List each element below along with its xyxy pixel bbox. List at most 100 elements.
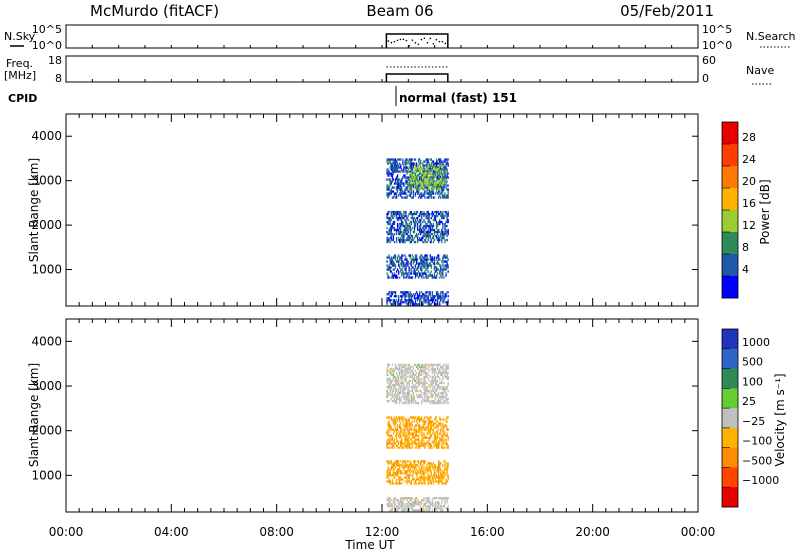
heatmap-cell xyxy=(432,196,435,199)
heatmap-cell xyxy=(393,166,396,169)
heatmap-cell xyxy=(393,393,396,397)
heatmap-cell xyxy=(402,497,404,500)
heatmap-cell xyxy=(434,442,437,445)
heatmap-cell xyxy=(390,214,392,218)
heatmap-cell xyxy=(388,430,390,433)
heatmap-cell xyxy=(441,192,443,195)
heatmap-cell xyxy=(387,377,389,381)
nsearch-point xyxy=(411,39,414,41)
heatmap-cell xyxy=(444,184,446,187)
heatmap-cell xyxy=(399,238,401,242)
heatmap-cell xyxy=(430,383,432,387)
heatmap-cell xyxy=(406,422,408,425)
heatmap-cell xyxy=(406,232,408,236)
heatmap-cell xyxy=(439,276,441,279)
heatmap-cell xyxy=(418,158,420,161)
heatmap-cell xyxy=(425,171,427,174)
heatmap-cell xyxy=(386,371,388,375)
heatmap-cell xyxy=(432,258,435,261)
heatmap-cell xyxy=(398,224,400,228)
heatmap-cell xyxy=(405,497,407,500)
heatmap-cell xyxy=(431,190,434,193)
heatmap-cell xyxy=(398,232,400,236)
heatmap-cell xyxy=(394,426,397,429)
heatmap-cell xyxy=(391,363,394,367)
heatmap-cell xyxy=(419,389,421,393)
heatmap-cell xyxy=(392,468,395,471)
heatmap-cell xyxy=(444,446,446,449)
heatmap-cell xyxy=(441,220,443,224)
heatmap-cell xyxy=(422,177,424,180)
heatmap-cell xyxy=(418,444,420,447)
heatmap-cell xyxy=(415,303,418,306)
heatmap-cell xyxy=(427,266,429,269)
heatmap-cell xyxy=(410,474,412,477)
heatmap-cell xyxy=(388,238,390,242)
heatmap-cell xyxy=(446,176,448,179)
heatmap-cell xyxy=(421,178,423,181)
heatmap-cell xyxy=(395,509,398,512)
heatmap-cell xyxy=(400,389,402,393)
heatmap-cell xyxy=(430,389,432,393)
heatmap-cell xyxy=(393,168,396,171)
heatmap-cell xyxy=(390,446,392,449)
heatmap-cell xyxy=(430,264,432,267)
heatmap-cell xyxy=(408,505,410,508)
heatmap-cell xyxy=(426,158,428,161)
heatmap-cell xyxy=(394,228,397,232)
heatmap-cell xyxy=(411,177,413,180)
heatmap-cell xyxy=(404,401,406,405)
heatmap-cell xyxy=(430,158,432,161)
heatmap-cell xyxy=(422,464,424,467)
heatmap-cell xyxy=(388,268,390,271)
heatmap-cell xyxy=(445,480,447,483)
heatmap-cell xyxy=(439,164,441,167)
heatmap-cell xyxy=(436,480,439,483)
heatmap-cell xyxy=(421,365,423,369)
nsearch-point xyxy=(438,40,441,43)
heatmap-cell xyxy=(420,295,422,298)
heatmap-cell xyxy=(432,222,435,226)
heatmap-cell xyxy=(398,254,400,257)
heatmap-cell xyxy=(439,497,441,500)
heatmap-cell xyxy=(407,474,409,477)
heatmap-cell xyxy=(422,460,424,463)
heatmap-cell xyxy=(433,434,436,437)
heatmap-cell xyxy=(424,363,426,367)
heatmap-cell xyxy=(390,168,392,171)
heatmap-cell xyxy=(400,210,402,214)
heatmap-cell xyxy=(430,464,432,467)
heatmap-cell xyxy=(394,365,397,369)
heatmap-cell xyxy=(447,466,449,469)
heatmap-cell xyxy=(414,432,417,435)
heatmap-cell xyxy=(431,293,434,296)
heatmap-cell xyxy=(438,165,441,168)
heatmap-cell xyxy=(398,383,400,387)
heatmap-cell xyxy=(403,166,405,169)
heatmap-cell xyxy=(438,220,440,224)
x-tick-label: 12:00 xyxy=(365,525,400,539)
heatmap-cell xyxy=(423,468,425,471)
heatmap-cell xyxy=(423,194,425,197)
heatmap-cell xyxy=(388,468,390,471)
heatmap-cell xyxy=(415,446,418,449)
heatmap-cell xyxy=(409,499,411,502)
heatmap-cell xyxy=(425,158,427,161)
heatmap-cell xyxy=(431,175,433,178)
heatmap-cell xyxy=(403,422,405,425)
heatmap-cell xyxy=(405,168,407,171)
heatmap-cell xyxy=(421,181,423,184)
heatmap-cell xyxy=(413,210,416,214)
heatmap-cell xyxy=(405,186,407,189)
heatmap-cell xyxy=(412,164,415,167)
heatmap-cell xyxy=(442,301,444,304)
heatmap-cell xyxy=(412,272,415,275)
heatmap-cell xyxy=(404,176,406,179)
heatmap-cell xyxy=(432,399,435,403)
heatmap-cell xyxy=(409,293,411,296)
heatmap-cell xyxy=(419,480,421,483)
heatmap-cell xyxy=(419,169,422,172)
heatmap-cell xyxy=(434,501,437,504)
heatmap-cell xyxy=(423,226,425,230)
heatmap-cell xyxy=(393,194,396,197)
